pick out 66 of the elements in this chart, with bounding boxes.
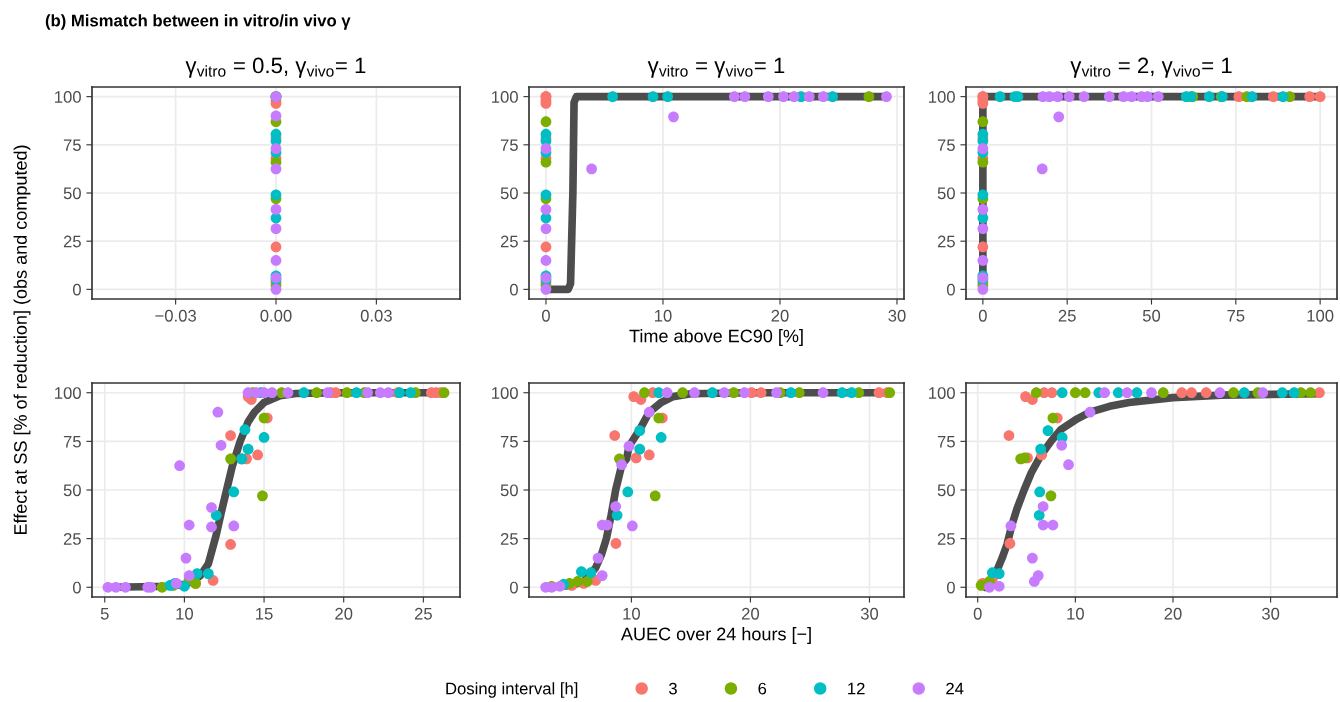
y-tick-label: 100	[929, 91, 955, 103]
y-tick-label: 75	[500, 435, 518, 448]
x-tick-label: 20	[771, 309, 789, 322]
y-tick-label: 25	[63, 235, 81, 248]
y-tick-label: 50	[937, 484, 955, 497]
y-tick-label: 100	[55, 91, 81, 103]
legend-title: Dosing interval [h]	[446, 682, 578, 698]
y-tick-label: 100	[55, 387, 81, 399]
y-tick-label: 0	[509, 581, 518, 594]
y-tick-label: 50	[500, 187, 518, 200]
y-tick-label: 0	[509, 283, 518, 296]
y-tick-label: 75	[63, 435, 81, 448]
text: (b) Mismatch between in vitro/in vivo γ	[45, 14, 351, 30]
x-tick-label: 0.03	[360, 309, 392, 322]
x-tick-label: 10	[654, 309, 672, 322]
legend-label: 12	[848, 682, 865, 695]
x-tick-label: 30	[1261, 607, 1280, 620]
y-tick-label: 25	[500, 533, 518, 545]
chart-title: γ$_{vitro}$ = γ$_{vivo}$= 1	[647, 57, 785, 78]
x-tick-label: 10	[1067, 607, 1084, 620]
x-axis-title: Time above EC90 [%]	[629, 329, 803, 346]
chart-title: γ$_{vitro}$ = 0.5, γ$_{vivo}$= 1	[185, 57, 366, 78]
legend-label: 3	[668, 682, 677, 695]
y-axis-title: Effect at SS [% of reduction] (obs and computed)	[13, 145, 31, 535]
y-tick-label: 50	[500, 484, 518, 497]
x-tick-label: 30	[888, 309, 906, 322]
x-tick-label: 0	[973, 607, 982, 620]
x-tick-label: 25	[414, 607, 432, 620]
x-tick-label: 0	[541, 309, 550, 322]
y-tick-label: 75	[500, 139, 518, 152]
y-tick-label: 100	[929, 387, 955, 399]
y-tick-label: 0	[946, 581, 955, 594]
x-tick-label: −0.03	[155, 309, 196, 322]
y-tick-label: 100	[492, 387, 518, 399]
y-tick-label: 100	[492, 91, 518, 103]
legend-label: 24	[946, 682, 964, 695]
x-tick-label: 30	[860, 607, 879, 620]
x-tick-label: 75	[1227, 310, 1245, 322]
y-tick-label: 25	[937, 533, 955, 545]
y-tick-label: 50	[937, 187, 955, 200]
x-tick-label: 10	[176, 607, 194, 620]
x-tick-label: 50	[1142, 309, 1161, 322]
x-axis-title: AUEC over 24 hours [−]	[620, 627, 811, 644]
y-tick-label: 50	[63, 187, 81, 200]
x-tick-label: 0	[978, 309, 987, 322]
x-tick-label: 15	[256, 608, 273, 620]
chart-title: γ$_{vitro}$ = 2, γ$_{vivo}$= 1	[1070, 57, 1232, 78]
x-tick-label: 25	[1058, 309, 1076, 322]
x-tick-label: 20	[335, 607, 353, 620]
legend-label: 6	[758, 682, 767, 695]
y-tick-label: 75	[937, 435, 955, 448]
y-tick-label: 75	[63, 139, 81, 152]
x-tick-label: 20	[742, 607, 760, 620]
y-tick-label: 25	[500, 235, 518, 248]
y-tick-label: 0	[946, 283, 955, 296]
y-tick-label: 75	[937, 139, 955, 152]
x-tick-label: 0.00	[260, 309, 292, 322]
y-tick-label: 0	[72, 581, 81, 594]
y-tick-label: 0	[72, 283, 81, 296]
x-tick-label: 20	[1164, 607, 1182, 620]
y-tick-label: 25	[63, 533, 81, 545]
y-tick-label: 25	[937, 235, 955, 248]
x-tick-label: 100	[1307, 309, 1334, 322]
y-tick-label: 50	[63, 484, 81, 497]
x-tick-label: 5	[100, 608, 109, 620]
x-tick-label: 10	[623, 607, 640, 620]
